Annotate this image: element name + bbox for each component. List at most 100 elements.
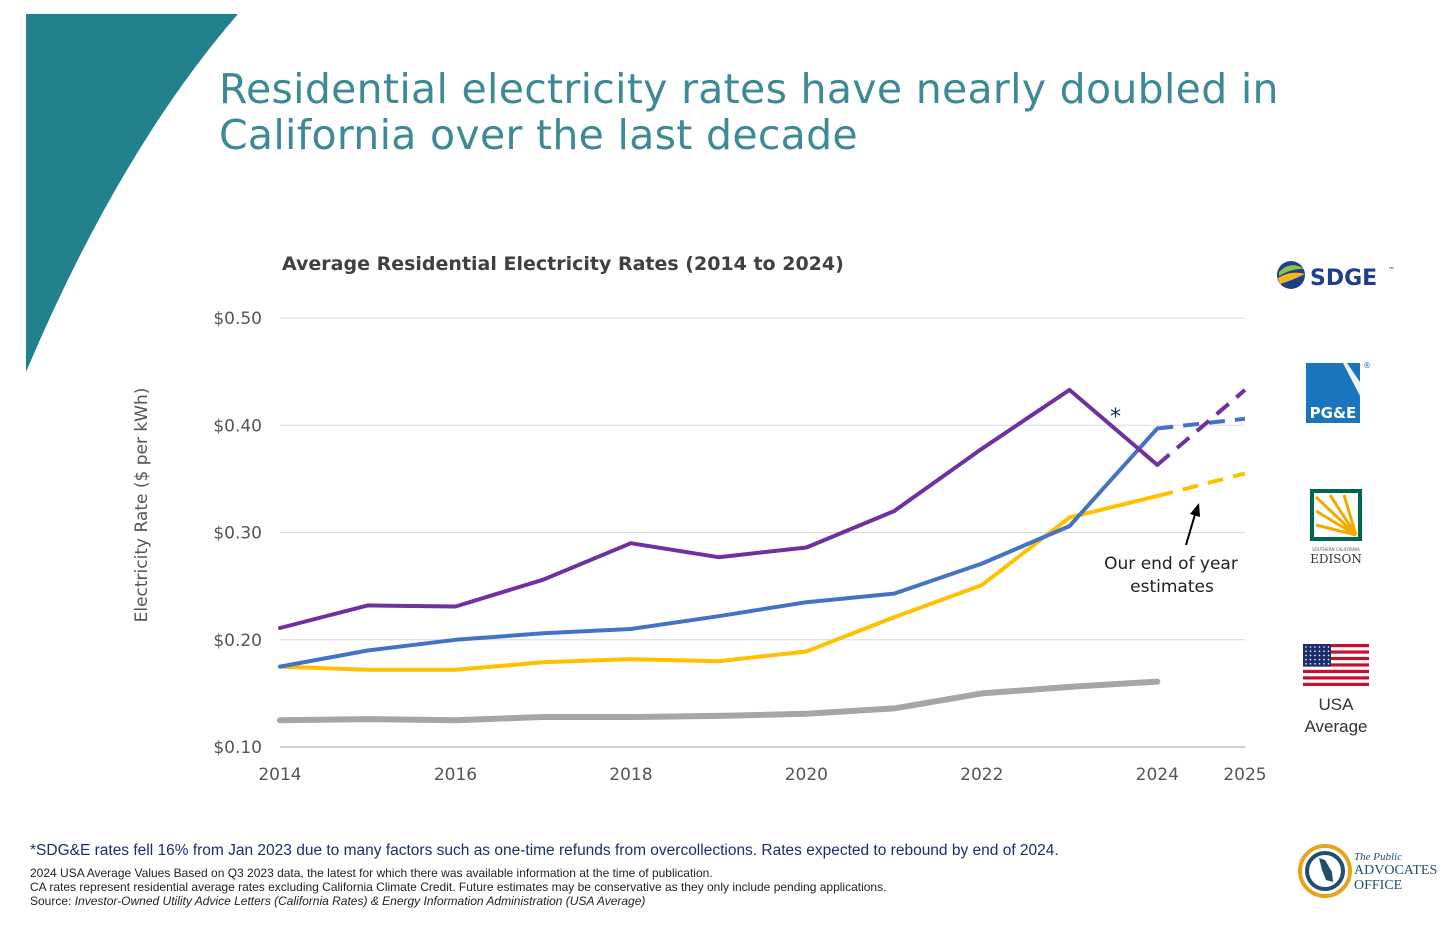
y-axis-ticks: $0.10 $0.20 $0.30 $0.40 $0.50 [213, 309, 262, 758]
sdge-asterisk-annotation: * [1110, 405, 1121, 430]
series-layer [277, 387, 1247, 724]
estimate-annotation-line-2: estimates [1130, 577, 1214, 597]
data-point-pg-e [629, 627, 633, 631]
data-point-usa-average [629, 715, 633, 719]
data-point-sdg-e [805, 546, 808, 549]
data-point-sce [1156, 494, 1159, 498]
data-point-sce [454, 668, 457, 671]
x-tick-label: 2020 [785, 765, 828, 785]
y-tick-label: $0.30 [213, 524, 262, 544]
data-point-usa-average [805, 712, 808, 715]
usa-average-label: USA Average [1290, 694, 1382, 738]
y-tick-label: $0.20 [213, 631, 262, 651]
sdge-trademark: ™ [1388, 266, 1395, 274]
data-point-usa-average [1068, 685, 1071, 689]
data-point-usa-average [717, 714, 720, 718]
grid-lines [280, 317, 1245, 748]
y-tick-label: $0.50 [213, 309, 262, 329]
edison-logo-small-text: SOUTHERN CALIFORNIA [1312, 547, 1360, 552]
data-point-usa-average [892, 707, 896, 710]
data-point-pg-e [366, 649, 369, 652]
data-point-sdg-e [629, 542, 633, 545]
pge-logo: PG&E ® [1303, 358, 1373, 431]
sdge-logo-text: SDGE [1310, 266, 1377, 291]
usa-label-line-1: USA [1318, 695, 1354, 714]
x-axis-ticks: 2014 2016 2018 2020 2022 2024 2025 [258, 765, 1266, 785]
data-point-sce [717, 660, 720, 663]
x-tick-label: 2024 [1136, 765, 1179, 785]
data-point-pg-e [1156, 427, 1159, 430]
series-line-usa-average [277, 678, 1161, 724]
data-point-sce [541, 661, 545, 664]
data-point-sdg-e [1068, 388, 1071, 392]
data-point-pg-e [892, 592, 896, 595]
data-point-sdg-e [717, 555, 720, 559]
x-tick-label: 2016 [434, 765, 477, 785]
data-point-sdg-e [541, 578, 545, 581]
wedge-shape [26, 14, 238, 372]
series-sce [278, 471, 1246, 672]
data-point-sce [892, 616, 896, 619]
data-point-sce [366, 668, 369, 671]
pao-line-2: ADVOCATES [1354, 863, 1438, 878]
public-advocates-office-name: The Public ADVOCATES OFFICE [1354, 851, 1454, 893]
series-estimate-sce [1156, 471, 1246, 498]
y-axis-label: Electricity Rate ($ per kWh) [132, 388, 152, 623]
usa-label-line-2: Average [1304, 717, 1368, 736]
data-point-sdg-e [454, 605, 457, 608]
x-tick-label: 2018 [609, 765, 652, 785]
series-estimate-sdg-e [1156, 388, 1247, 467]
series-usa-average [277, 678, 1161, 724]
series-pg-e [278, 416, 1246, 669]
data-point-sdg-e [980, 447, 984, 451]
y-tick-label: $0.40 [213, 416, 262, 436]
data-point-pg-e [980, 562, 984, 565]
y-tick-label: $0.10 [213, 738, 262, 758]
data-point-sdg-e [366, 604, 369, 607]
data-point-pg-e [454, 638, 457, 641]
data-point-usa-average [1156, 680, 1159, 683]
footnote-ca-rates: CA rates represent residential average r… [30, 880, 887, 894]
data-point-sce [980, 583, 984, 587]
data-point-pg-e [541, 632, 545, 635]
edison-logo: SOUTHERN CALIFORNIA EDISON [1300, 487, 1380, 574]
footnote-source: Source: Investor-Owned Utility Advice Le… [30, 894, 1270, 908]
data-point-usa-average [278, 718, 282, 722]
data-point-pg-e [805, 601, 808, 604]
source-prefix: Source: [30, 894, 75, 908]
data-point-sdg-e [278, 626, 282, 630]
data-point-usa-average [454, 718, 457, 722]
data-point-usa-average [366, 717, 369, 721]
data-point-usa-average [541, 715, 545, 719]
usa-flag-icon [1303, 644, 1369, 691]
data-point-pg-e [717, 614, 720, 618]
footnote-usa-average: 2024 USA Average Values Based on Q3 2023… [30, 866, 713, 880]
estimate-annotation-line-1: Our end of year [1104, 554, 1238, 574]
data-point-sdg-e [1156, 463, 1159, 467]
data-point-sdg-e [892, 509, 896, 513]
pge-registered-mark: ® [1363, 361, 1371, 370]
edison-logo-text: EDISON [1310, 552, 1362, 566]
footnotes: *SDG&E rates fell 16% from Jan 2023 due … [30, 842, 1270, 908]
pao-line-1: The Public [1354, 851, 1402, 863]
sdge-logo: SDGE ™ [1276, 258, 1396, 299]
data-point-pg-e [1068, 524, 1071, 528]
slide-title: Residential electricity rates have nearl… [219, 66, 1419, 158]
data-point-usa-average [980, 692, 984, 695]
data-point-sce [1068, 516, 1071, 519]
footnote-sdge: *SDG&E rates fell 16% from Jan 2023 due … [30, 842, 1059, 859]
chart-title: Average Residential Electricity Rates (2… [282, 253, 844, 275]
public-advocates-office-logo-icon [1296, 842, 1354, 905]
x-tick-label: 2025 [1223, 765, 1266, 785]
pao-line-3: OFFICE [1354, 878, 1403, 893]
x-tick-label: 2014 [258, 765, 301, 785]
pge-logo-text: PG&E [1310, 404, 1357, 422]
series-line-pg-e [278, 426, 1160, 669]
slide-title-line-1: Residential electricity rates have nearl… [219, 65, 1279, 113]
estimate-arrow [1185, 503, 1200, 546]
x-tick-label: 2022 [960, 765, 1003, 785]
series-sdg-e [278, 387, 1247, 630]
slide-title-line-2: California over the last decade [219, 111, 858, 159]
decorative-wedge [26, 14, 238, 372]
